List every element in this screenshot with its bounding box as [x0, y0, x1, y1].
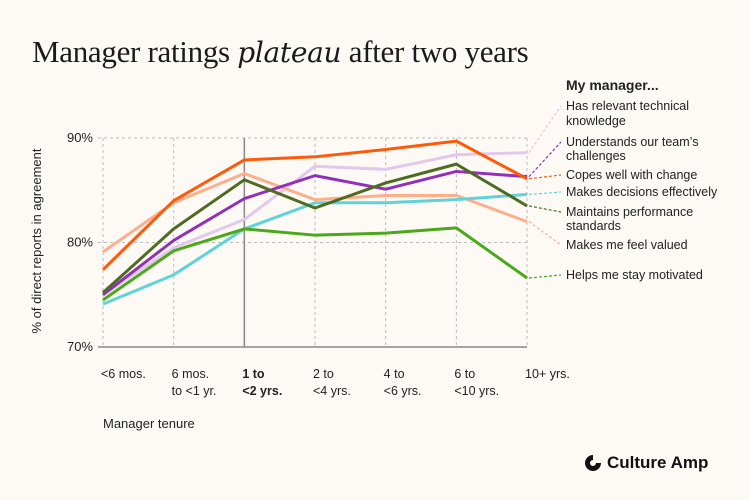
culture-amp-logo: Culture Amp [584, 453, 708, 473]
legend-label: Understands our team’s [566, 135, 698, 149]
legend-leader-line [528, 274, 562, 279]
x-axis-label: Manager tenure [103, 416, 195, 431]
legend-leader-line [528, 105, 562, 153]
legend-leader-line [528, 205, 562, 213]
x-tick-label: 10+ yrs. [525, 367, 570, 381]
x-tick-label: to <1 yr. [172, 384, 217, 398]
x-tick-label: <2 yrs. [242, 384, 282, 398]
culture-amp-logo-icon [585, 455, 601, 471]
x-ticks: <6 mos. 6 mos. to <1 yr. 1 to <2 yrs. 2 to <4 … [101, 367, 570, 398]
series-line [102, 192, 528, 306]
y-tick-label: 80% [67, 235, 93, 250]
x-tick-label: 2 to [313, 367, 334, 381]
legend-label: knowledge [566, 114, 626, 128]
x-tick-label: <4 yrs. [313, 384, 351, 398]
x-tick-label: 4 to [384, 367, 405, 381]
y-axis-label: % of direct reports in agreement [29, 148, 44, 333]
x-tick-label: <6 yrs. [384, 384, 422, 398]
legend-label: Has relevant technical [566, 99, 689, 113]
legend-label: Maintains performance [566, 205, 693, 219]
x-tick-label: <10 yrs. [454, 384, 499, 398]
legend-title: My manager... [566, 77, 659, 93]
series-line [101, 139, 528, 271]
legend-leader-line [528, 221, 562, 246]
legend-label: Helps me stay motivated [566, 268, 703, 282]
y-ticks: 90% 80% 70% [67, 130, 93, 354]
legend-leader-line [528, 174, 562, 180]
x-tick-label: 6 mos. [172, 367, 210, 381]
legend-label: Makes decisions effectively [566, 185, 718, 199]
title-text: Manager ratings [32, 34, 238, 69]
series-line [102, 169, 528, 296]
chart-title: Manager ratings plateau after two years [32, 34, 529, 70]
series-line [102, 151, 528, 296]
series-lines [101, 139, 528, 306]
legend-label: challenges [566, 149, 626, 163]
logo-text: Culture Amp [607, 453, 709, 472]
title-text-end: after two years [341, 34, 529, 69]
legend-label: standards [566, 219, 621, 233]
legend-label: Copes well with change [566, 168, 697, 182]
y-tick-label: 70% [67, 339, 93, 354]
series-line [102, 226, 528, 302]
legend-label: Makes me feel valued [566, 238, 688, 252]
x-tick-label: 6 to [454, 367, 475, 381]
legend-leader-line [528, 141, 562, 178]
legend-leader-line [528, 191, 562, 196]
title-emphasis: plateau [237, 36, 342, 69]
grid [98, 137, 528, 348]
x-tick-label: 1 to [242, 367, 265, 381]
y-tick-label: 90% [67, 130, 93, 145]
x-tick-label: <6 mos. [101, 367, 146, 381]
series-line [101, 162, 528, 294]
